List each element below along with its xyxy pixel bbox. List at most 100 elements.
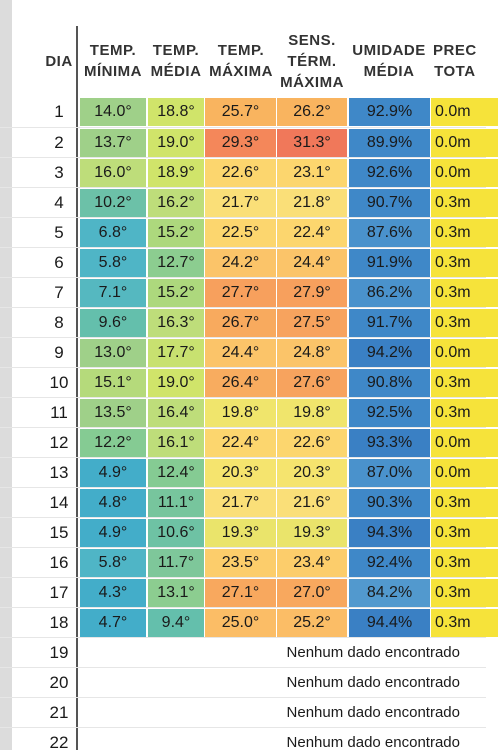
cell-precip: 0.3m — [431, 399, 498, 427]
cell-temp-avg: 11.7° — [148, 549, 204, 577]
cell-humidity: 87.6% — [349, 219, 430, 247]
cell-temp-max: 20.3° — [205, 459, 276, 487]
cell-humidity: 92.5% — [349, 399, 430, 427]
cell-day: 14 — [49, 493, 69, 512]
table-row: 18 4.7° 9.4° 25.0° 25.2° 94.4% 0.3m — [0, 607, 498, 638]
cell-sens-term: 26.2° — [277, 98, 347, 126]
table-row: 9 13.0° 17.7° 24.4° 24.8° 94.2% 0.0m — [0, 337, 498, 368]
cell-temp-max: 19.3° — [205, 519, 276, 547]
cell-temp-max: 26.4° — [205, 369, 276, 397]
table-row: 7 7.1° 15.2° 27.7° 27.9° 86.2% 0.3m — [0, 277, 498, 308]
cell-sens-term: 24.4° — [277, 249, 347, 277]
cell-day: 6 — [54, 253, 64, 272]
cell-sens-term: 27.6° — [277, 369, 347, 397]
cell-precip: 0.0m — [431, 339, 498, 367]
no-data-message: Nenhum dado encontrado — [286, 644, 460, 661]
cell-temp-avg: 11.1° — [148, 489, 204, 517]
cell-humidity: 90.3% — [349, 489, 430, 517]
cell-sens-term: 23.1° — [277, 159, 347, 187]
cell-temp-min: 9.6° — [80, 309, 146, 337]
table-row: 17 4.3° 13.1° 27.1° 27.0° 84.2% 0.3m — [0, 577, 498, 608]
cell-day: 8 — [54, 313, 64, 332]
cell-temp-avg: 16.1° — [148, 429, 204, 457]
cell-temp-min: 13.7° — [80, 129, 146, 157]
cell-humidity: 84.2% — [349, 579, 430, 607]
cell-humidity: 90.8% — [349, 369, 430, 397]
cell-sens-term: 21.8° — [277, 189, 347, 217]
header-humidity: UMIDADE MÉDIA — [352, 42, 426, 80]
cell-precip: 0.3m — [431, 189, 498, 217]
header-temp-avg: TEMP. MÉDIA — [150, 42, 202, 80]
cell-temp-avg: 9.4° — [148, 609, 204, 637]
cell-day: 18 — [49, 613, 69, 632]
table-row: 10 15.1° 19.0° 26.4° 27.6° 90.8% 0.3m — [0, 367, 498, 398]
no-data-message: Nenhum dado encontrado — [286, 704, 460, 721]
table-row: 5 6.8° 15.2° 22.5° 22.4° 87.6% 0.3m — [0, 217, 498, 248]
table-row: 15 4.9° 10.6° 19.3° 19.3° 94.3% 0.3m — [0, 517, 498, 548]
table-row: 12 12.2° 16.1° 22.4° 22.6° 93.3% 0.0m — [0, 427, 498, 458]
table-row: 6 5.8° 12.7° 24.2° 24.4° 91.9% 0.3m — [0, 247, 498, 278]
table-row: 14 4.8° 11.1° 21.7° 21.6° 90.3% 0.3m — [0, 487, 498, 518]
cell-sens-term: 22.4° — [277, 219, 347, 247]
header-temp-max: TEMP. MÁXIMA — [209, 42, 273, 80]
cell-temp-max: 22.6° — [205, 159, 276, 187]
cell-precip: 0.0m — [431, 129, 498, 157]
header-temp-min: TEMP. MÍNIMA — [84, 42, 142, 80]
table-row-empty: 20 Nenhum dado encontrado — [0, 667, 486, 698]
table-row-empty: 22 Nenhum dado encontrado — [0, 727, 486, 750]
table-row: 13 4.9° 12.4° 20.3° 20.3° 87.0% 0.0m — [0, 457, 498, 488]
cell-day: 19 — [49, 643, 69, 662]
cell-temp-avg: 10.6° — [148, 519, 204, 547]
cell-temp-max: 27.1° — [205, 579, 276, 607]
table-row: 11 13.5° 16.4° 19.8° 19.8° 92.5% 0.3m — [0, 397, 498, 428]
cell-temp-min: 7.1° — [80, 279, 146, 307]
cell-temp-avg: 16.3° — [148, 309, 204, 337]
table-row: 16 5.8° 11.7° 23.5° 23.4° 92.4% 0.3m — [0, 547, 498, 578]
cell-humidity: 91.7% — [349, 309, 430, 337]
cell-day: 5 — [54, 223, 64, 242]
cell-temp-avg: 17.7° — [148, 339, 204, 367]
cell-temp-max: 25.7° — [205, 98, 276, 126]
cell-temp-max: 26.7° — [205, 309, 276, 337]
cell-temp-avg: 15.2° — [148, 219, 204, 247]
cell-temp-min: 5.8° — [80, 549, 146, 577]
cell-temp-max: 22.5° — [205, 219, 276, 247]
cell-temp-min: 4.9° — [80, 459, 146, 487]
cell-temp-min: 6.8° — [80, 219, 146, 247]
cell-precip: 0.3m — [431, 519, 498, 547]
table-row-empty: 21 Nenhum dado encontrado — [0, 697, 486, 728]
cell-humidity: 93.3% — [349, 429, 430, 457]
cell-temp-min: 4.7° — [80, 609, 146, 637]
cell-precip: 0.3m — [431, 609, 498, 637]
cell-day: 1 — [54, 102, 64, 121]
cell-temp-max: 22.4° — [205, 429, 276, 457]
cell-temp-max: 21.7° — [205, 489, 276, 517]
cell-precip: 0.0m — [431, 459, 498, 487]
cell-day: 7 — [54, 283, 64, 302]
cell-precip: 0.0m — [431, 159, 498, 187]
day-column-divider — [76, 26, 78, 750]
cell-sens-term: 27.0° — [277, 579, 347, 607]
cell-precip: 0.3m — [431, 369, 498, 397]
cell-temp-max: 24.2° — [205, 249, 276, 277]
cell-temp-avg: 19.0° — [148, 369, 204, 397]
cell-temp-min: 13.5° — [80, 399, 146, 427]
cell-temp-min: 4.9° — [80, 519, 146, 547]
no-data-message: Nenhum dado encontrado — [286, 674, 460, 691]
cell-precip: 0.3m — [431, 249, 498, 277]
cell-precip: 0.0m — [431, 98, 498, 126]
cell-sens-term: 19.3° — [277, 519, 347, 547]
cell-temp-avg: 16.4° — [148, 399, 204, 427]
cell-precip: 0.3m — [431, 579, 498, 607]
table-row: 4 10.2° 16.2° 21.7° 21.8° 90.7% 0.3m — [0, 187, 498, 218]
cell-day: 3 — [54, 163, 64, 182]
cell-temp-avg: 19.0° — [148, 129, 204, 157]
cell-humidity: 92.9% — [349, 98, 430, 126]
cell-sens-term: 19.8° — [277, 399, 347, 427]
cell-temp-min: 10.2° — [80, 189, 146, 217]
header-sens-term: SENS. TÉRM. MÁXIMA — [280, 31, 344, 91]
cell-day: 12 — [49, 433, 69, 452]
cell-temp-min: 4.8° — [80, 489, 146, 517]
cell-sens-term: 24.8° — [277, 339, 347, 367]
